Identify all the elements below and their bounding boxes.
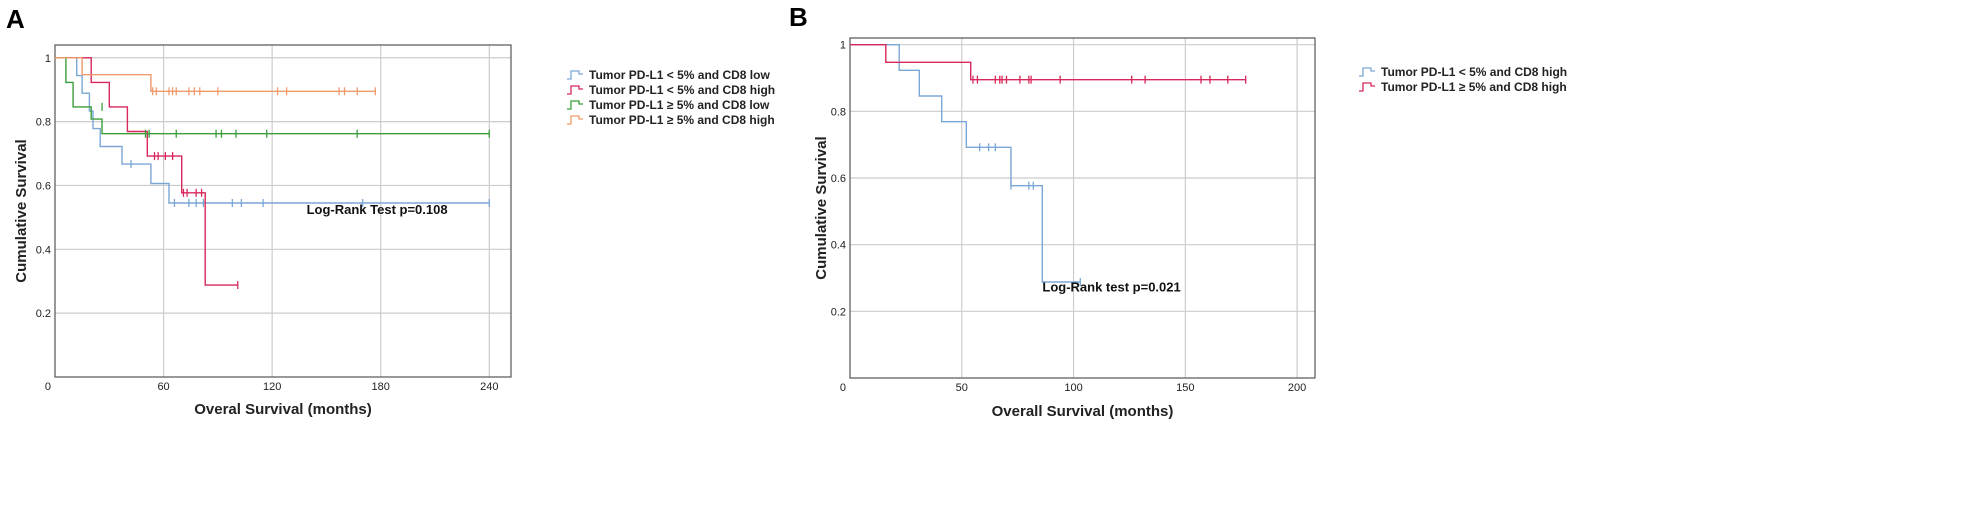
y-axis-title: Cumulative Survival — [13, 139, 30, 282]
panel-label-b: B — [789, 2, 808, 32]
x-tick-label: 0 — [45, 381, 51, 393]
x-tick-label: 200 — [1288, 382, 1306, 394]
legend-entry: Tumor PD-L1 < 5% and CD8 high — [1381, 65, 1567, 79]
survival-curve-b-1 — [850, 44, 1081, 283]
y-tick-label: 0.8 — [36, 117, 51, 129]
x-tick-label: 150 — [1176, 382, 1194, 394]
x-tick-label: 0 — [840, 382, 846, 394]
legend-entry: Tumor PD-L1 < 5% and CD8 low — [589, 68, 770, 82]
x-tick-label: 50 — [956, 382, 968, 394]
plot-frame — [849, 37, 1316, 379]
log-rank-annotation: Log-Rank test p=0.021 — [1042, 279, 1180, 294]
legend-swatch — [567, 85, 583, 95]
x-tick-label: 100 — [1064, 382, 1082, 394]
x-tick-label: 180 — [372, 381, 390, 393]
x-tick-label: 240 — [480, 381, 498, 393]
y-axis-title: Cumulative Survival — [813, 136, 830, 279]
legend-entry: Tumor PD-L1 < 5% and CD8 high — [589, 83, 775, 97]
panel-b: B 0.2 0.4 0.6 0.8 1 0 50 100 150 200 Overall Surviv… — [789, 2, 1567, 420]
y-tick-label: 0.8 — [831, 106, 846, 118]
y-tick-label: 0.4 — [831, 240, 846, 252]
legend-entry: Tumor PD-L1 ≥ 5% and CD8 high — [589, 113, 775, 127]
y-tick-label: 0.2 — [36, 308, 51, 320]
survival-curve-b-2 — [850, 44, 1246, 81]
y-tick-label: 0.2 — [831, 306, 846, 318]
panel-label-a: A — [6, 4, 25, 34]
x-axis-title: Overal Survival (months) — [194, 401, 372, 418]
x-axis-title: Overall Survival (months) — [992, 403, 1174, 420]
plot-frame — [54, 44, 512, 378]
legend-swatch — [567, 70, 583, 80]
y-tick-label: 1 — [45, 53, 51, 65]
legend-swatch — [567, 115, 583, 125]
y-tick-label: 0.6 — [831, 173, 846, 185]
y-tick-label: 0.6 — [36, 180, 51, 192]
survival-curve-a-1 — [55, 57, 490, 204]
x-tick-label: 60 — [157, 381, 169, 393]
legend-swatch — [1359, 67, 1375, 77]
x-tick-label: 120 — [263, 381, 281, 393]
y-tick-label: 1 — [840, 40, 846, 52]
y-tick-label: 0.4 — [36, 244, 51, 256]
log-rank-annotation: Log-Rank Test p=0.108 — [307, 202, 448, 217]
legend-entry: Tumor PD-L1 ≥ 5% and CD8 low — [589, 98, 770, 112]
survival-curve-a-4 — [55, 57, 376, 92]
legend-swatch — [1359, 82, 1375, 92]
panel-a: A 0.2 0.4 0.6 0.8 1 0 60 120 180 240 Overal Surviva… — [6, 4, 775, 418]
survival-curve-a-3 — [55, 57, 490, 135]
legend-entry: Tumor PD-L1 ≥ 5% and CD8 high — [1381, 80, 1567, 94]
legend-swatch — [567, 100, 583, 110]
